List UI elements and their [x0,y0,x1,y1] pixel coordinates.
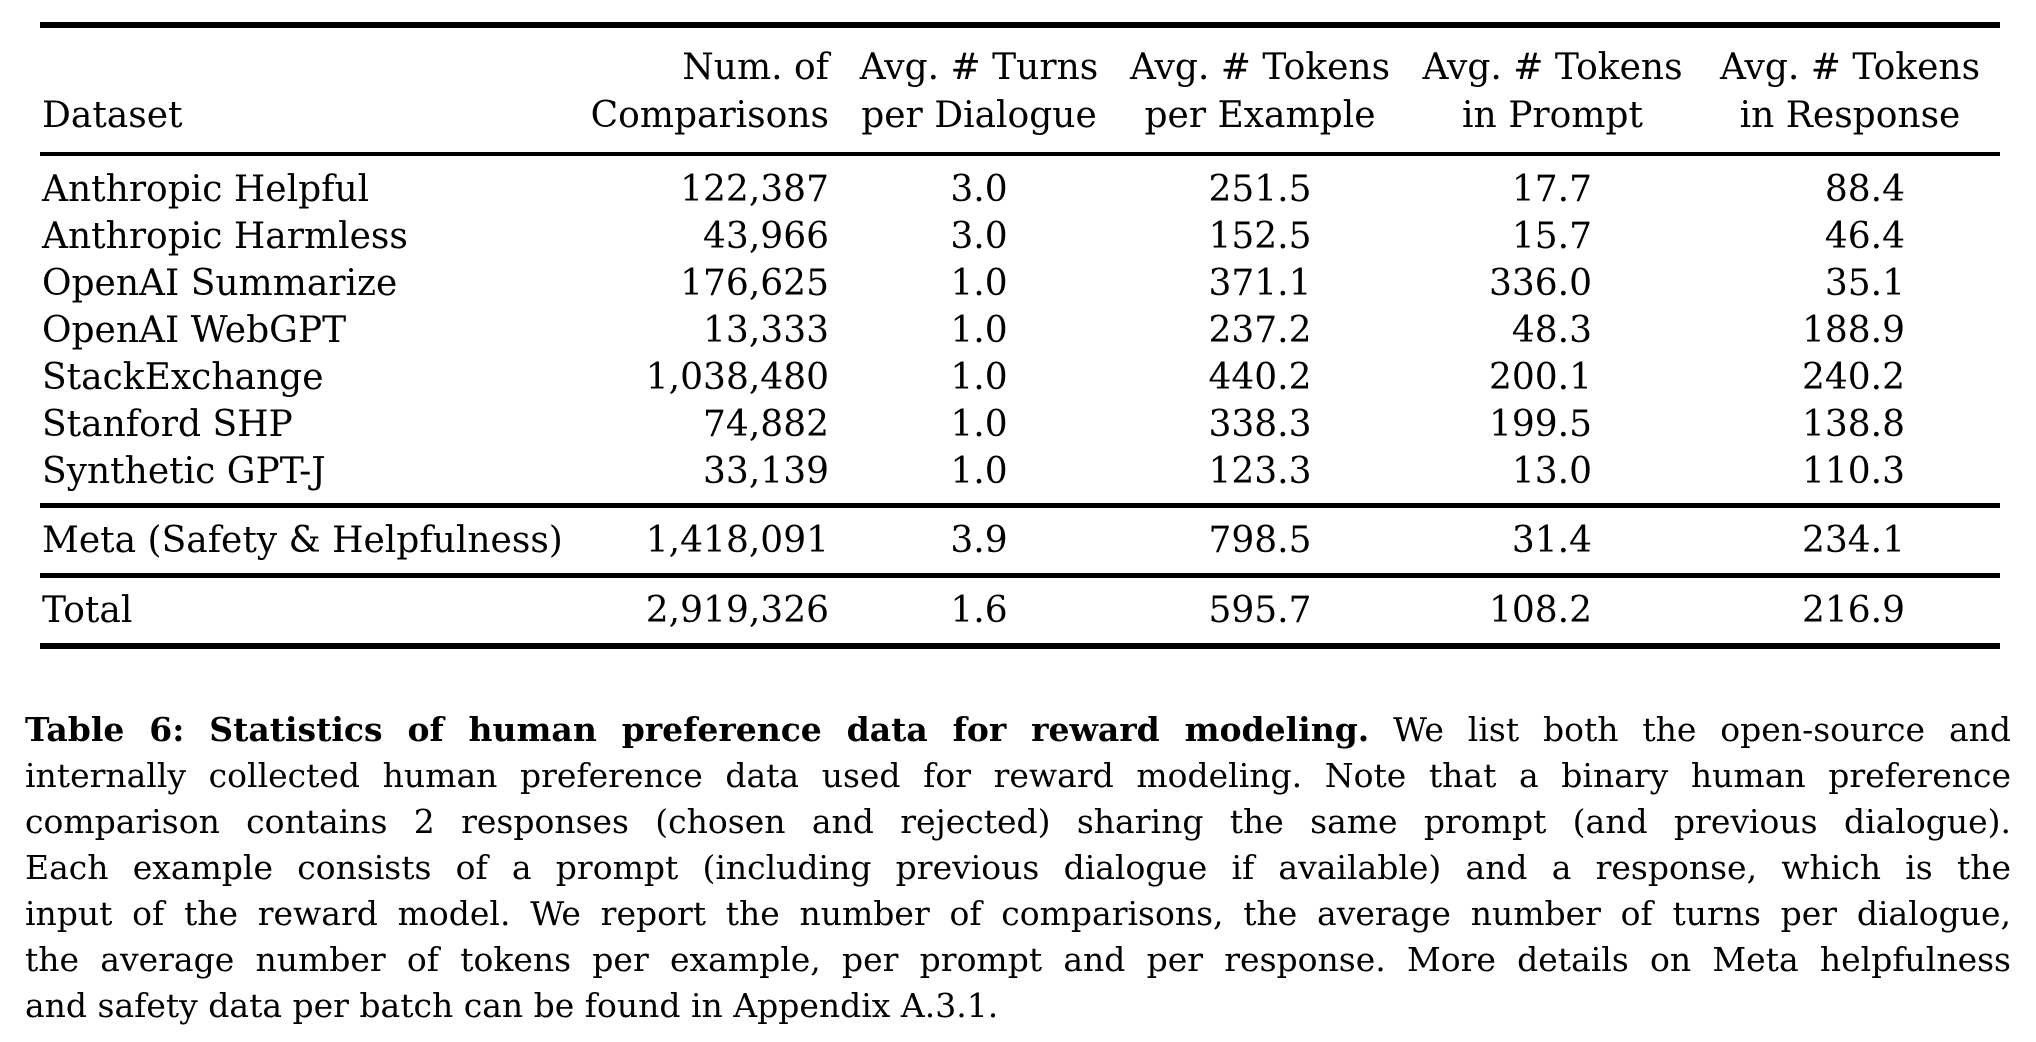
cell-tokens-example: 371.1 [1208,263,1312,304]
caption-line: and safety data per batch can be found i… [25,986,999,1025]
cell-dataset: StackExchange [42,357,324,398]
cell-tokens-prompt: 48.3 [1511,310,1592,351]
cell-tokens-prompt: 17.7 [1511,169,1592,210]
cell-comparisons: 1,038,480 [645,357,829,398]
cell-tokens-prompt: 336.0 [1488,263,1592,304]
caption-line: internally collected human preference da… [25,756,2011,795]
column-header-line: Avg. # Turns [859,47,1099,88]
column-header-line: Avg. # Tokens [1129,47,1391,88]
cell-comparisons: 122,387 [680,169,829,210]
cell-tokens-response: 138.8 [1801,404,1905,445]
cell-comparisons: 33,139 [703,451,829,492]
column-header-tokens-in-response: Avg. # Tokens in Response [1700,25,2000,154]
cell-turns: 1.0 [950,404,1008,445]
column-header-turns-per-dialogue: Avg. # Turns per Dialogue [843,25,1115,154]
cell-tokens-response: 234.1 [1801,520,1905,561]
cell-tokens-example: 798.5 [1208,520,1312,561]
cell-dataset: Anthropic Helpful [42,169,370,210]
table-row: StackExchange 1,038,480 1.0 440.2 200.1 … [40,354,2000,401]
caption-line: the average number of tokens per example… [25,940,2011,979]
cell-tokens-response: 216.9 [1801,590,1905,631]
preference-data-table: Dataset Num. of Comparisons Avg. # Turns… [40,22,2000,649]
column-header-dataset: Dataset [40,25,560,154]
column-header-line: Dataset [42,95,183,136]
column-header-line: Num. of [682,47,829,88]
cell-dataset: Synthetic GPT-J [42,451,326,492]
table-row: Anthropic Helpful 122,387 3.0 251.5 17.7… [40,154,2000,213]
cell-turns: 3.9 [950,520,1008,561]
caption-title: Table 6: Statistics of human preference … [25,710,1370,749]
cell-tokens-response: 46.4 [1824,216,1905,257]
table-row: Anthropic Harmless 43,966 3.0 152.5 15.7… [40,213,2000,260]
cell-tokens-example: 440.2 [1208,357,1312,398]
cell-tokens-prompt: 200.1 [1488,357,1592,398]
column-header-line: per Dialogue [861,95,1097,136]
caption-line: Each example consists of a prompt (inclu… [25,848,2011,887]
cell-tokens-prompt: 15.7 [1511,216,1592,257]
column-header-tokens-in-prompt: Avg. # Tokens in Prompt [1405,25,1700,154]
column-header-line: per Example [1144,95,1376,136]
column-header-line: Avg. # Tokens [1422,47,1683,88]
column-header-comparisons: Num. of Comparisons [560,25,843,154]
cell-turns: 1.0 [950,263,1008,304]
table-row: Stanford SHP 74,882 1.0 338.3 199.5 138.… [40,401,2000,448]
cell-turns: 1.0 [950,357,1008,398]
column-header-line: Avg. # Tokens [1719,47,1981,88]
cell-comparisons: 176,625 [680,263,829,304]
cell-comparisons: 43,966 [703,216,829,257]
table-row: OpenAI Summarize 176,625 1.0 371.1 336.0… [40,260,2000,307]
table-header-row: Dataset Num. of Comparisons Avg. # Turns… [40,25,2000,154]
cell-tokens-prompt: 199.5 [1488,404,1592,445]
cell-tokens-prompt: 31.4 [1511,520,1592,561]
column-header-line: in Response [1739,95,1961,136]
cell-dataset: Anthropic Harmless [42,216,408,257]
cell-dataset: OpenAI Summarize [42,263,398,304]
cell-tokens-example: 152.5 [1208,216,1312,257]
table-row: OpenAI WebGPT 13,333 1.0 237.2 48.3 188.… [40,307,2000,354]
cell-tokens-response: 35.1 [1824,263,1905,304]
caption-line: Table 6: Statistics of human preference … [25,707,2011,753]
cell-tokens-prompt: 108.2 [1488,590,1592,631]
cell-tokens-response: 188.9 [1801,310,1905,351]
cell-tokens-prompt: 13.0 [1511,451,1592,492]
cell-comparisons: 13,333 [703,310,829,351]
cell-dataset: Stanford SHP [42,404,293,445]
cell-comparisons: 1,418,091 [645,520,829,561]
column-header-line: Comparisons [590,95,829,136]
caption-line: input of the reward model. We report the… [25,894,2011,933]
caption-line: comparison contains 2 responses (chosen … [25,802,2011,841]
cell-turns: 1.0 [950,451,1008,492]
cell-turns: 3.0 [950,216,1008,257]
cell-dataset: Meta (Safety & Helpfulness) [42,520,563,561]
cell-turns: 1.6 [950,590,1008,631]
table-row-total: Total 2,919,326 1.6 595.7 108.2 216.9 [40,576,2000,646]
cell-tokens-response: 110.3 [1801,451,1905,492]
cell-turns: 1.0 [950,310,1008,351]
table-caption: Table 6: Statistics of human preference … [25,707,2011,1029]
cell-tokens-example: 237.2 [1208,310,1312,351]
cell-dataset: Total [42,590,133,631]
cell-comparisons: 2,919,326 [645,590,829,631]
cell-tokens-response: 88.4 [1824,169,1905,210]
cell-tokens-example: 123.3 [1208,451,1312,492]
cell-tokens-response: 240.2 [1801,357,1905,398]
column-header-line: in Prompt [1462,95,1643,136]
caption-text: We list both the open-source and [1369,710,2011,749]
table-row: Synthetic GPT-J 33,139 1.0 123.3 13.0 11… [40,448,2000,506]
cell-turns: 3.0 [950,169,1008,210]
cell-comparisons: 74,882 [703,404,829,445]
cell-tokens-example: 595.7 [1208,590,1312,631]
cell-tokens-example: 251.5 [1208,169,1312,210]
cell-tokens-example: 338.3 [1208,404,1312,445]
cell-dataset: OpenAI WebGPT [42,310,347,351]
column-header-tokens-per-example: Avg. # Tokens per Example [1115,25,1405,154]
table-row-meta: Meta (Safety & Helpfulness) 1,418,091 3.… [40,506,2000,576]
